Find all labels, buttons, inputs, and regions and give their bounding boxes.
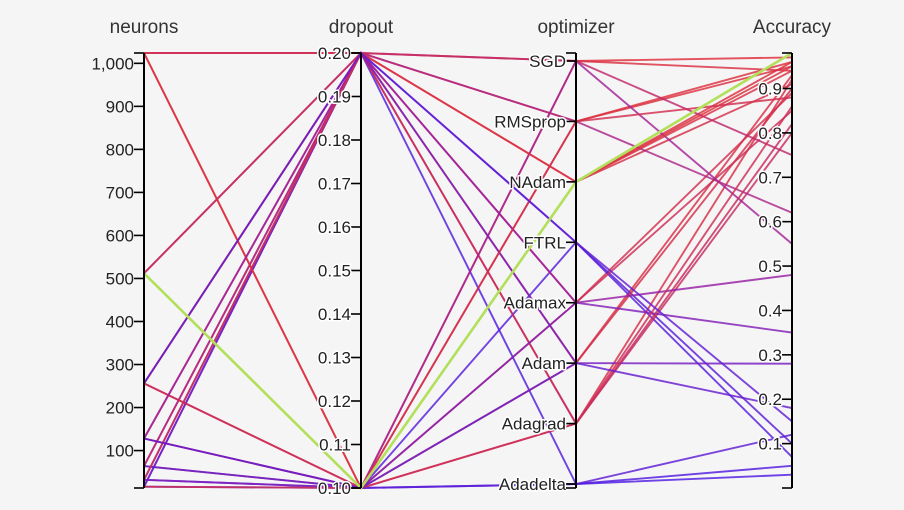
tick-label: 0.20	[318, 44, 351, 63]
trial-line	[143, 96, 793, 489]
axis-title: Accuracy	[753, 17, 832, 38]
tick-label: 0.11	[319, 436, 351, 455]
trial-line	[143, 83, 793, 490]
axis-title: neurons	[110, 17, 179, 38]
trial-line	[143, 51, 793, 423]
tick-label: 0.14	[318, 305, 351, 324]
tick-label: 0.6	[758, 213, 782, 232]
tick-label: 400	[106, 312, 134, 331]
tick-label: 0.3	[758, 346, 782, 365]
trial-lines	[143, 50, 793, 491]
tick-label: 0.4	[758, 301, 782, 320]
tick-label: NAdam	[509, 173, 566, 192]
tick-label: 0.18	[318, 131, 351, 150]
tick-label: 0.15	[318, 262, 351, 281]
trial-line	[143, 433, 793, 489]
tick-label: 900	[106, 97, 134, 116]
tick-label: 0.5	[758, 257, 782, 276]
trial-line	[143, 362, 793, 490]
trial-line	[143, 59, 793, 490]
trial-line	[143, 51, 793, 467]
trial-line	[143, 51, 793, 439]
axis-optimizer[interactable]: optimizer SGD RMSprop NAdam FTRL Adamax Adam Ad…	[493, 17, 616, 496]
tick-label: 0.16	[318, 218, 351, 237]
axis-title: dropout	[329, 17, 394, 38]
axis-neurons[interactable]: neurons 100 200 300 400 500 600 700 800 900 1,000	[91, 17, 179, 489]
axis-accuracy[interactable]: Accuracy 0.1 0.2 0.3 0.4 0.5 0.6 0.7 0.8 0.9	[753, 17, 832, 489]
tick-label: 700	[106, 183, 134, 202]
trial-line	[143, 51, 793, 481]
tick-label: 0.19	[318, 88, 351, 107]
tick-label: 0.12	[318, 392, 351, 411]
tick-label: 0.2	[758, 390, 782, 409]
trial-line	[143, 301, 793, 489]
tick-label: 0.7	[758, 168, 782, 187]
tick-label: FTRL	[524, 233, 567, 252]
tick-label: 300	[106, 356, 134, 375]
tick-label: 200	[106, 399, 134, 418]
trial-line	[143, 52, 793, 274]
tick-label: SGD	[529, 52, 566, 71]
tick-label: Adagrad	[502, 415, 566, 434]
tick-label: 0.13	[318, 349, 351, 368]
axis-title: optimizer	[537, 17, 615, 38]
tick-label: Adadelta	[499, 475, 567, 494]
tick-label: RMSprop	[494, 112, 566, 131]
tick-label: 1,000	[91, 54, 134, 73]
best-trial-line	[143, 51, 793, 491]
tick-label: 600	[106, 226, 134, 245]
tick-label: 800	[106, 140, 134, 159]
tick-label: Adam	[522, 354, 566, 373]
tick-label: 0.8	[758, 124, 782, 143]
tick-label: 100	[106, 442, 134, 461]
tick-label: Adamax	[504, 294, 567, 313]
tick-label: 0.10	[318, 479, 351, 498]
tick-label: 500	[106, 269, 134, 288]
tick-label: 0.17	[318, 175, 351, 194]
tick-label: 0.1	[758, 435, 782, 454]
axis-dropout[interactable]: dropout 0.10 0.11 0.12 0.13 0.14 0.15 0.16 0.17 0…	[316, 17, 394, 500]
axes: neurons 100 200 300 400 500 600 700 800 900 1,000 d…	[91, 17, 832, 500]
tick-label: 0.9	[758, 80, 782, 99]
